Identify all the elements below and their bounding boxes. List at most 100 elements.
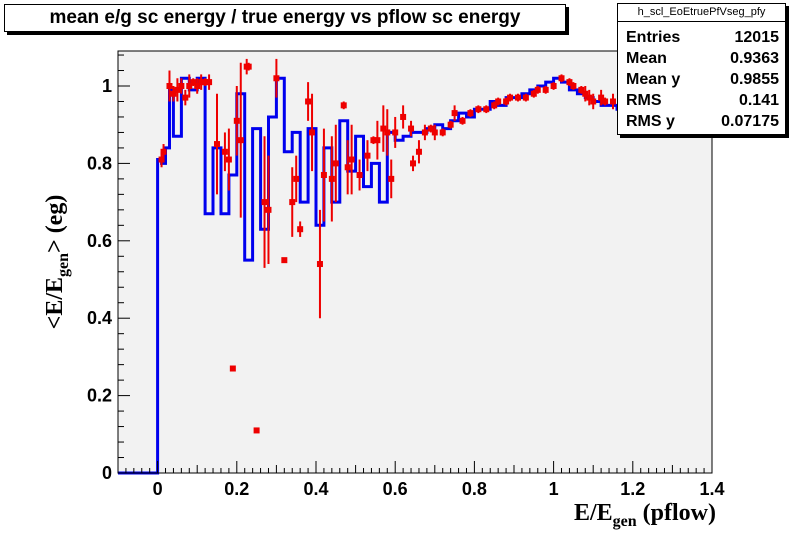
point-marker [534, 86, 541, 93]
data-point [340, 101, 347, 110]
data-point [495, 97, 502, 106]
point-marker [415, 148, 422, 155]
data-point [194, 78, 201, 94]
data-point [384, 109, 391, 156]
stats-label: RMS [626, 92, 662, 109]
data-point [400, 105, 407, 129]
point-marker [289, 199, 296, 206]
data-point [530, 89, 537, 98]
point-marker [166, 83, 173, 89]
point-marker [253, 427, 260, 434]
data-point [380, 105, 387, 152]
data-point [198, 74, 205, 90]
point-marker [158, 156, 165, 163]
point-marker [237, 137, 244, 144]
point-marker [578, 86, 585, 93]
point-marker [364, 152, 371, 159]
data-point [206, 74, 213, 90]
stats-row-mean: Mean 0.9363 [626, 49, 779, 69]
point-marker [328, 175, 335, 182]
data-point [309, 93, 316, 172]
data-point [245, 62, 252, 71]
reference-step-line [118, 76, 705, 475]
point-marker [297, 226, 304, 233]
point-marker [384, 129, 391, 136]
point-marker [380, 125, 387, 132]
stats-value: 0.9363 [730, 50, 779, 67]
point-marker [582, 90, 589, 97]
point-marker [495, 98, 502, 105]
point-marker [261, 199, 268, 206]
x-tick-label: 1.2 [620, 479, 645, 499]
stats-row-rms: RMS 0.141 [626, 91, 779, 111]
data-point [221, 132, 228, 172]
data-point [316, 209, 323, 319]
stats-value: 12015 [734, 29, 780, 46]
point-marker [408, 125, 415, 132]
data-point [421, 124, 428, 141]
point-marker [475, 106, 482, 113]
data-point [370, 136, 377, 145]
point-marker [273, 75, 280, 82]
point-marker [467, 110, 474, 117]
stats-label: Mean y [626, 71, 681, 88]
chart-title: mean e/g sc energy / true energy vs pflo… [4, 4, 566, 32]
data-point [356, 159, 363, 191]
data-point [305, 82, 312, 121]
point-marker [233, 117, 240, 124]
data-point [170, 86, 177, 102]
data-point [293, 155, 300, 203]
point-marker [340, 102, 347, 109]
point-marker [388, 175, 395, 182]
point-marker [370, 137, 377, 144]
x-axis-title: E/Egen (pflow) [574, 500, 716, 530]
point-marker [421, 129, 428, 136]
stats-panel: h_scl_EoEtruePfVseg_pfy Entries 12015 Mea… [617, 3, 786, 135]
point-marker [542, 86, 549, 93]
point-marker [431, 129, 438, 136]
point-marker [439, 129, 446, 136]
data-point [388, 159, 395, 199]
data-point [590, 93, 597, 110]
point-marker [447, 121, 454, 128]
data-point [281, 257, 288, 264]
point-marker [178, 83, 185, 89]
point-marker [586, 94, 593, 101]
point-marker [451, 110, 458, 117]
stats-row-mean-y: Mean y 0.9855 [626, 70, 779, 90]
stats-value: 0.141 [738, 92, 779, 109]
data-point [214, 93, 220, 195]
data-point [459, 116, 466, 125]
point-marker [410, 160, 417, 167]
stats-histogram-name: h_scl_EoEtruePfVseg_pfy [618, 4, 785, 22]
data-point [558, 74, 565, 83]
data-point [415, 140, 422, 164]
data-point [491, 101, 498, 110]
stats-label: Mean [626, 50, 667, 67]
point-marker [558, 75, 565, 82]
x-tick-label: 0.6 [383, 479, 408, 499]
axes: 0 0.2 0.4 0.6 0.8 1 1.2 1.4 0 0.2 0.4 0.6 0.8 1 [87, 51, 725, 499]
point-marker [374, 137, 381, 144]
data-point [542, 86, 549, 94]
stats-row-rms-y: RMS y 0.07175 [626, 112, 779, 132]
point-marker [400, 113, 407, 120]
point-marker [610, 98, 616, 105]
point-marker [348, 156, 355, 163]
point-marker [305, 98, 312, 105]
stats-row-entries: Entries 12015 [626, 28, 779, 48]
data-point [427, 124, 434, 133]
point-marker [202, 79, 209, 86]
y-tick-label: 0.2 [87, 386, 112, 406]
y-tick-label: 0 [102, 463, 112, 483]
y-axis-title: <E/Egen> (eg) [42, 195, 72, 330]
data-point [261, 136, 268, 268]
reference-step-series [118, 76, 705, 475]
data-point [237, 62, 244, 218]
data-point [602, 97, 609, 106]
point-marker [503, 98, 510, 105]
data-point [566, 78, 573, 86]
data-point [186, 74, 193, 98]
point-marker [530, 90, 537, 97]
data-point [475, 105, 482, 114]
